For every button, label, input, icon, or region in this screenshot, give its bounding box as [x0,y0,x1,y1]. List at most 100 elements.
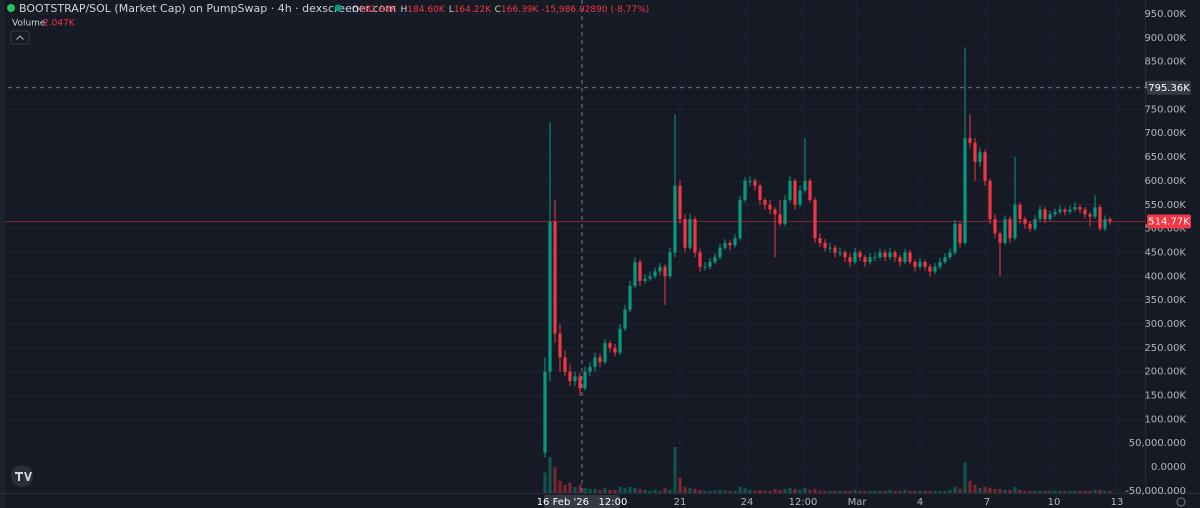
candle-body [778,214,782,224]
volume-legend-name: Volume [12,19,46,29]
volume-bar [718,489,722,493]
candle-body [748,180,752,182]
y-tick-label: 350.00K [1144,295,1186,306]
candle-layer [543,47,1112,458]
y-tick-label: 700.00K [1144,128,1186,139]
volume-bar [1013,486,1017,493]
x-tick-label: 13 [1111,497,1124,508]
candle-body [943,257,947,262]
candle-body [838,252,842,254]
volume-bar [588,488,592,493]
candle-body [753,180,757,186]
volume-bar [703,490,707,493]
candle-body [738,199,742,239]
collapse-icon [16,35,24,40]
volume-bar [773,488,777,493]
settings-icon[interactable] [1176,497,1186,507]
grid [0,0,1145,493]
candle-body [658,266,662,272]
candle-body [668,252,672,277]
volume-bar [943,490,947,493]
volume-bar [813,488,817,493]
candle-body [618,328,622,353]
candle-body [558,333,562,358]
ohlc-key: O [352,5,359,15]
volume-bar [763,490,767,493]
candle-body [678,185,682,220]
candle-body [543,371,547,453]
candle-body [603,343,607,363]
candle-body [648,276,652,279]
volume-bar [633,487,637,493]
candle-body [883,252,887,258]
candle-body [1003,219,1007,243]
volume-bar [708,490,712,493]
volume-bar [1068,490,1072,493]
candle-body [793,180,797,205]
volume-bar [1093,489,1097,493]
candle-body [683,219,687,248]
volume-bar [608,489,612,493]
volume-bar [698,489,702,493]
volume-bar [913,490,917,493]
candle-body [1073,207,1077,210]
y-tick-label: 400.00K [1144,271,1186,282]
volume-bar [673,447,677,493]
ohlc-value: 164.22K [454,5,492,15]
candle-body [1053,211,1057,215]
volume-bar [573,486,577,493]
volume-bar [873,490,877,493]
ohlc-key: C [495,5,501,15]
candle-body [573,376,577,382]
candle-body [968,137,972,143]
volume-bar [843,490,847,493]
candle-body [553,221,557,334]
candle-body [908,252,912,262]
volume-bar [808,489,812,493]
candle-body [733,238,737,246]
candle-body [948,252,952,258]
x-tick-label: 4 [917,497,923,508]
volume-bar [548,457,552,493]
volume-bar [868,490,872,493]
collapse-button[interactable] [10,30,30,45]
y-tick-label: 950.00K [1144,9,1186,20]
candle-body [878,252,882,258]
candle-body [898,257,902,262]
candle-body [638,261,642,282]
candle-body [998,233,1002,243]
volume-bar [968,480,972,493]
volume-bar [643,489,647,493]
y-tick-label: 750.00K [1144,104,1186,115]
volume-bar [683,486,687,493]
volume-bar [838,490,842,493]
x-tick-label: 7 [984,497,990,508]
candle-body [643,278,647,282]
candle-body [1103,219,1107,229]
volume-bar [893,490,897,493]
candle-body [763,199,767,205]
y-tick-label: 50,000.000 [1129,438,1186,449]
candle-body [1018,204,1022,220]
candle-body [953,223,957,253]
volume-bar [778,489,782,493]
volume-bar [743,487,747,493]
candle-body [918,261,922,267]
candle-body [698,252,702,267]
candle-body [563,357,567,372]
ohlc-key: H [401,5,408,15]
volume-bar [1033,490,1037,493]
candle-body [583,371,587,389]
candle-body [613,347,617,353]
y-tick-label: 250.00K [1144,343,1186,354]
volume-bar [1008,489,1012,493]
ohlc-key: L [449,5,454,15]
candle-body [868,257,872,262]
y-tick-label: 0.0000 [1151,462,1186,473]
volume-bar [948,489,952,493]
candle-body [688,219,692,248]
candle-body [568,371,572,382]
volume-bar [793,488,797,493]
candle-body [958,223,962,243]
